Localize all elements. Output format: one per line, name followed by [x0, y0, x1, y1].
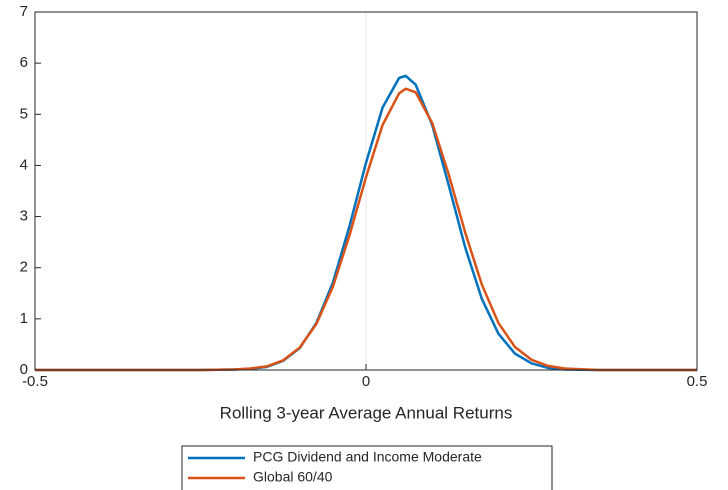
x-tick-label: -0.5 — [22, 373, 48, 390]
legend-box — [181, 445, 553, 490]
y-tick-label: 3 — [20, 208, 28, 225]
y-tick-label: 2 — [20, 259, 28, 276]
x-tick-label: 0 — [362, 373, 370, 390]
x-tick-label: 0.5 — [687, 373, 708, 390]
y-tick-label: 6 — [20, 54, 28, 71]
line-series — [35, 87, 697, 372]
y-tick-label: 5 — [20, 105, 28, 122]
y-tick-label: 1 — [20, 310, 28, 327]
y-tick-label: 4 — [20, 156, 28, 173]
legend-label: PCG Dividend and Income Moderate — [253, 449, 482, 465]
x-axis-label: Rolling 3-year Average Annual Returns — [220, 403, 513, 422]
y-tick-label: 0 — [20, 361, 28, 378]
legend-label: Global 60/40 — [253, 469, 333, 485]
axes-box — [34, 11, 698, 371]
y-tick-label: 7 — [20, 3, 28, 20]
